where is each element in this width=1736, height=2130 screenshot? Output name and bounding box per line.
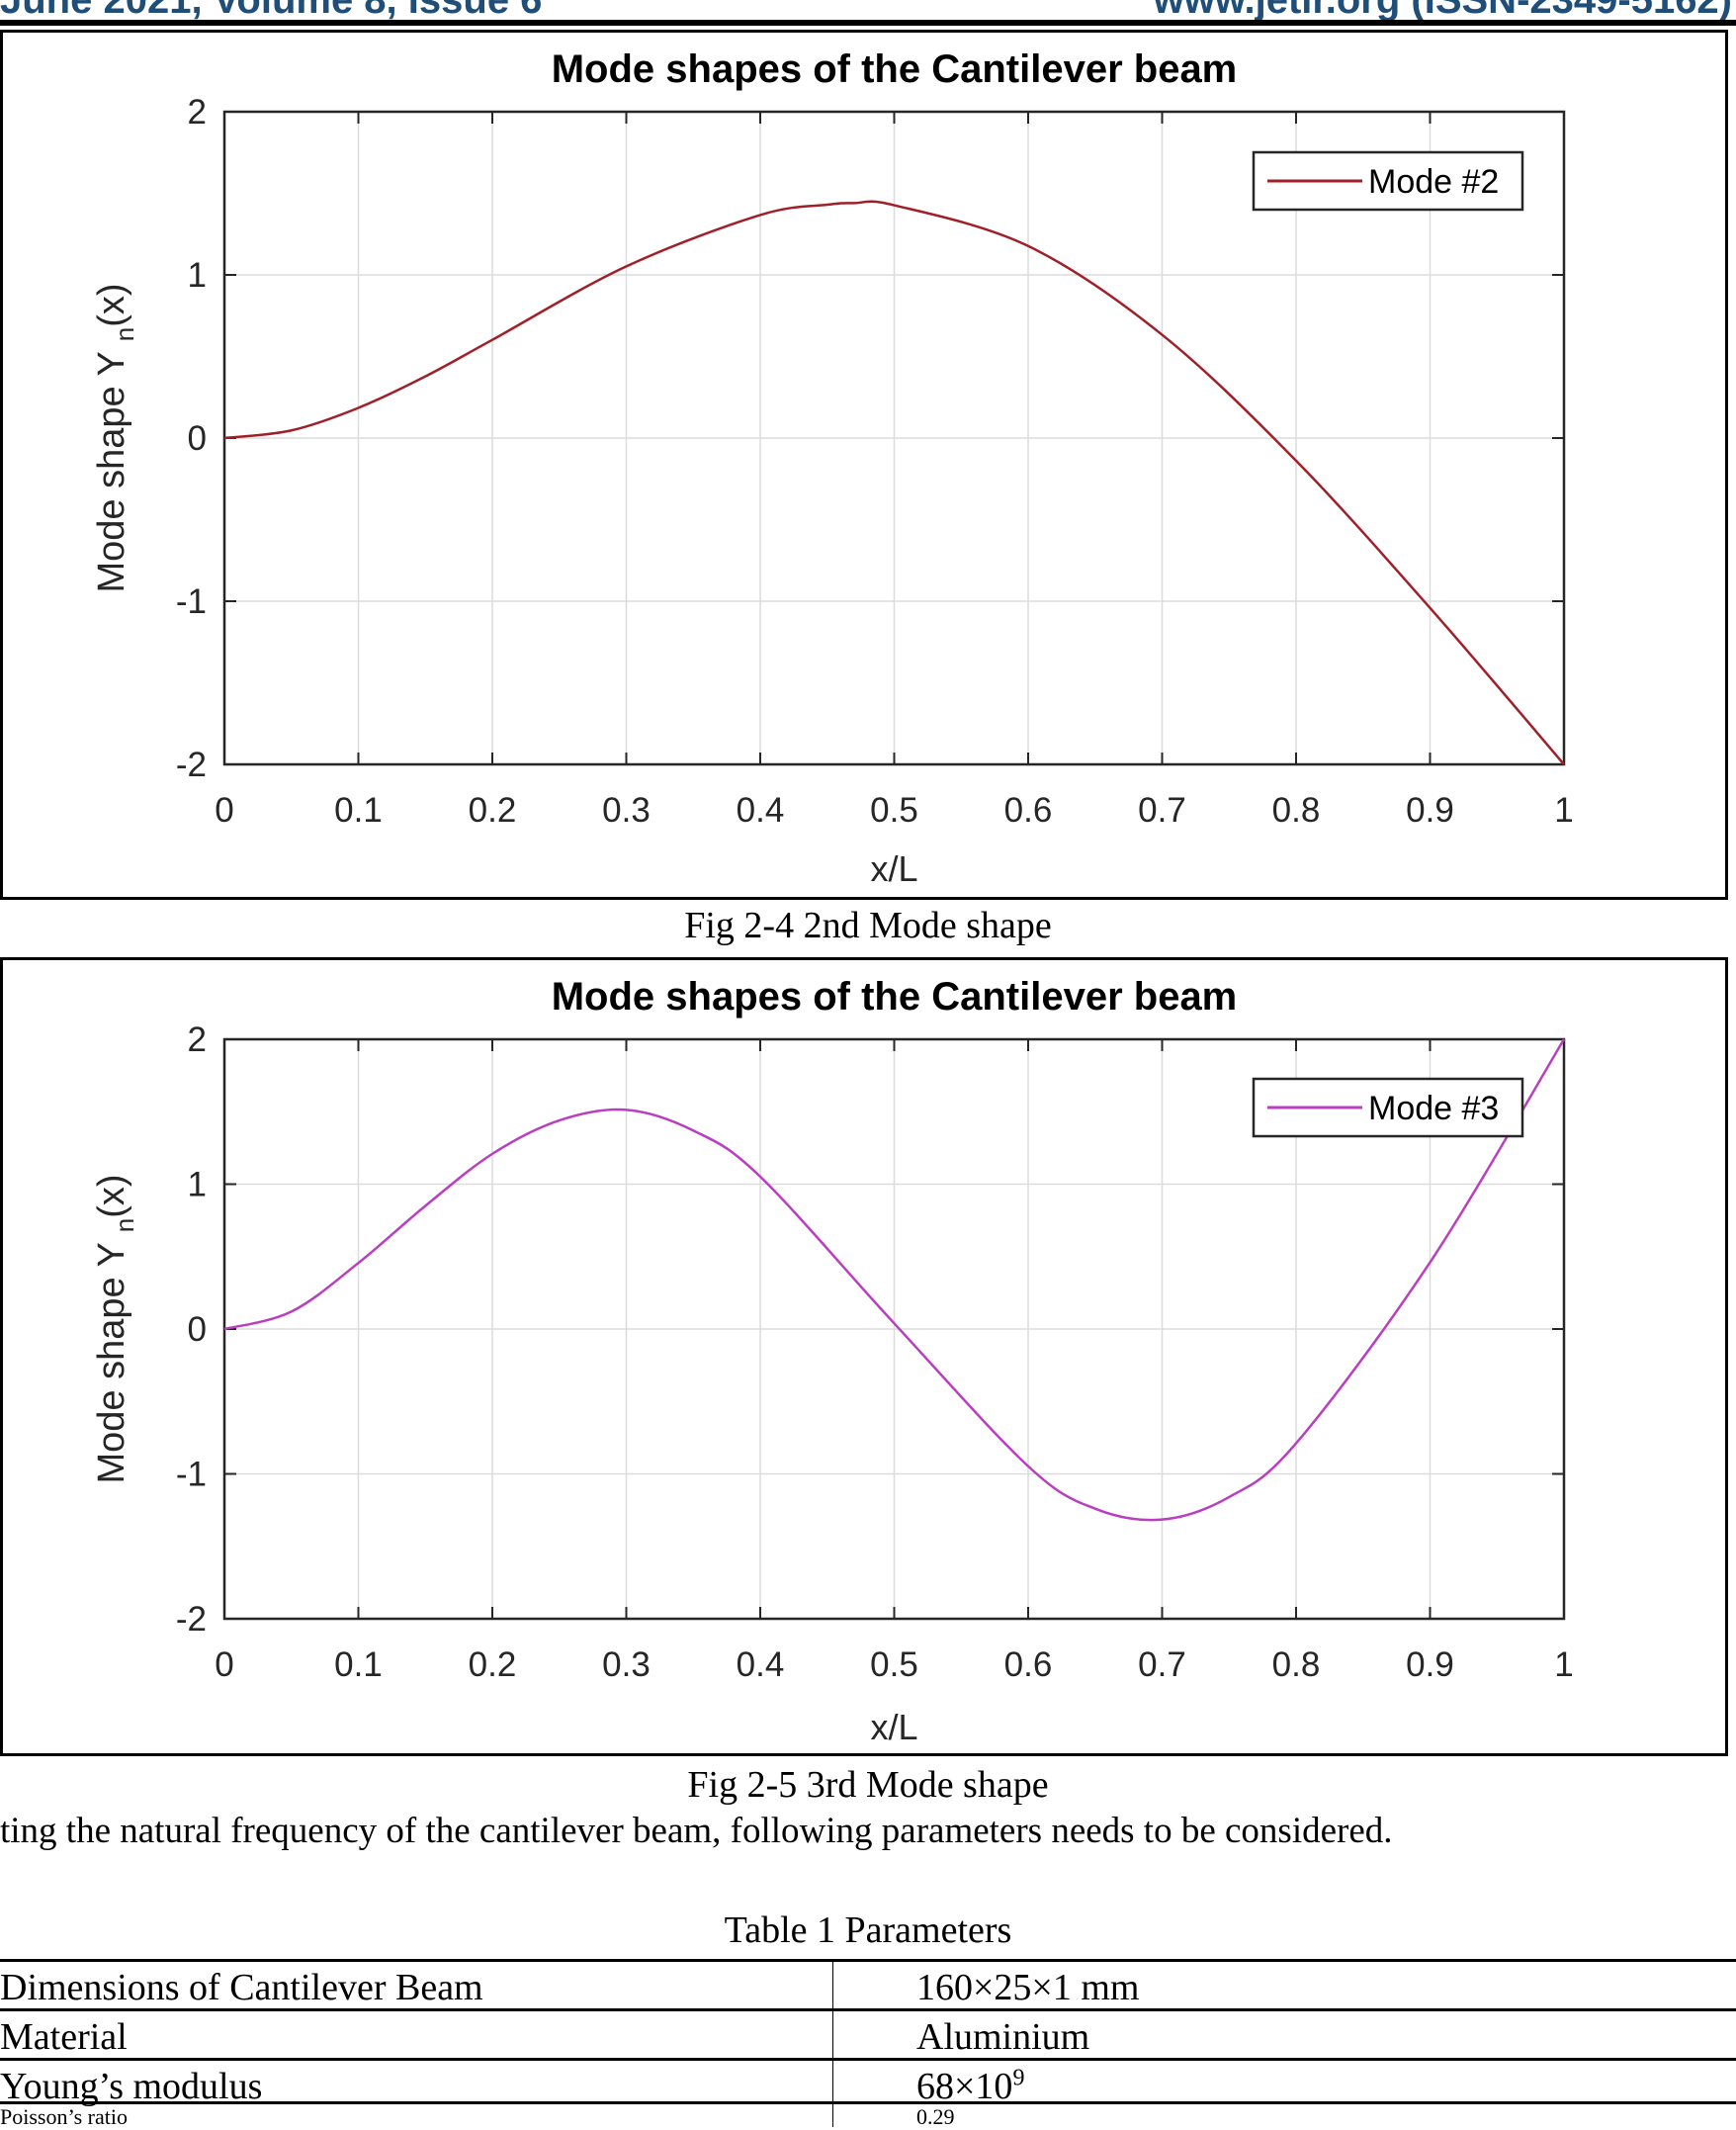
y-axis-label-main: Mode shape Y	[91, 341, 132, 592]
x-tick-label: 1	[1554, 1645, 1573, 1684]
chart-title: Mode shapes of the Cantilever beam	[552, 975, 1238, 1019]
x-tick-label: 0.7	[1138, 791, 1186, 830]
y-axis-label-main: Mode shape Y	[91, 1232, 132, 1483]
x-tick-label: 0.6	[1004, 1645, 1053, 1684]
x-tick-label: 0.3	[602, 791, 651, 830]
x-tick-label: 0.8	[1272, 791, 1321, 830]
y-tick-label: -2	[176, 746, 207, 784]
legend-label: Mode #2	[1368, 163, 1499, 201]
journal-website-header: www.jetir.org (ISSN-2349-5162)	[1153, 0, 1732, 22]
y-axis-label-tail: (x)	[91, 283, 132, 326]
y-tick-label: -2	[176, 1600, 207, 1639]
body-paragraph: ting the natural frequency of the cantil…	[0, 1811, 1393, 1851]
y-axis-label-tail: (x)	[91, 1174, 132, 1217]
figure-caption-2-4: Fig 2-4 2nd Mode shape	[684, 905, 1052, 946]
y-tick-label: -1	[176, 1456, 207, 1494]
y-tick-label: 2	[188, 1021, 207, 1059]
table-title: Table 1 Parameters	[724, 1909, 1012, 1951]
figure-mode-2: 0 0.1 0.2 0.3 0.4 0.5 0.6 0.7 0.8 0.9 1 -2 -1 0 1 2 Mode…	[0, 30, 1728, 900]
header-rule	[0, 20, 1736, 26]
x-tick-label: 1	[1554, 791, 1573, 830]
x-tick-label: 0	[215, 1645, 233, 1684]
x-tick-label: 0.9	[1406, 1645, 1454, 1684]
param-value: 68×109	[916, 2065, 1024, 2108]
mode-2-chart: 0 0.1 0.2 0.3 0.4 0.5 0.6 0.7 0.8 0.9 1 -2 -1 0 1 2 Mode…	[91, 47, 1574, 889]
x-tick-label: 0.4	[737, 1645, 785, 1684]
series-line-mode-2	[223, 200, 1565, 765]
table-row: Young’s modulus 68×109	[0, 2058, 1736, 2107]
table-row: Poisson’s ratio 0.29	[0, 2101, 1736, 2129]
x-tick-label: 0.7	[1138, 1645, 1186, 1684]
x-tick-label: 0.8	[1272, 1645, 1321, 1684]
x-tick-label: 0.3	[602, 1645, 651, 1684]
series-line-mode-3	[223, 1038, 1566, 1522]
x-tick-label: 0	[215, 791, 233, 830]
y-axis-label-subscript: n	[110, 1218, 139, 1232]
x-tick-label: 0.5	[870, 1645, 918, 1684]
y-tick-label: 1	[188, 1166, 207, 1204]
param-value: 0.29	[916, 2104, 955, 2129]
y-axis-label: Mode shape Y n(x)	[91, 283, 139, 592]
param-name: Young’s modulus	[0, 2066, 263, 2107]
param-value: Aluminium	[916, 2016, 1090, 2058]
x-tick-label: 0.1	[334, 1645, 383, 1684]
y-axis-label-subscript: n	[110, 327, 139, 341]
table-row: Material Aluminium	[0, 2008, 1736, 2058]
x-axis-label: x/L	[870, 1707, 917, 1747]
x-tick-label: 0.2	[469, 791, 517, 830]
x-tick-label: 0.9	[1406, 791, 1454, 830]
x-tick-label: 0.1	[334, 791, 383, 830]
y-axis-label: Mode shape Y n(x)	[91, 1174, 139, 1483]
figure-mode-3: 0 0.1 0.2 0.3 0.4 0.5 0.6 0.7 0.8 0.9 1 -2 -1 0 1 2 Mode…	[0, 957, 1728, 1756]
param-value: 160×25×1 mm	[916, 1967, 1140, 2008]
param-name: Material	[0, 2016, 128, 2058]
y-tick-label: 1	[188, 256, 207, 295]
x-tick-label: 0.6	[1004, 791, 1053, 830]
table-row: Dimensions of Cantilever Beam 160×25×1 m…	[0, 1959, 1736, 2008]
column-divider	[832, 1959, 833, 2127]
param-value-exponent: 9	[1012, 2065, 1025, 2091]
chart-title: Mode shapes of the Cantilever beam	[552, 47, 1238, 91]
x-tick-label: 0.2	[469, 1645, 517, 1684]
param-value-base: 68×10	[916, 2066, 1013, 2107]
y-tick-label: 0	[188, 1310, 207, 1349]
x-axis-label: x/L	[870, 848, 917, 889]
mode-3-chart: 0 0.1 0.2 0.3 0.4 0.5 0.6 0.7 0.8 0.9 1 -2 -1 0 1 2 Mode…	[91, 975, 1574, 1747]
y-tick-label: 0	[188, 419, 207, 458]
y-tick-label: 2	[188, 93, 207, 132]
param-name: Poisson’s ratio	[0, 2104, 128, 2129]
journal-issue-header: June 2021, Volume 8, Issue 6	[0, 0, 543, 22]
y-tick-label: -1	[176, 582, 207, 621]
param-name: Dimensions of Cantilever Beam	[0, 1967, 483, 2008]
legend-label: Mode #3	[1368, 1090, 1499, 1127]
figure-caption-2-5: Fig 2-5 3rd Mode shape	[687, 1764, 1049, 1806]
x-tick-label: 0.5	[870, 791, 918, 830]
x-tick-label: 0.4	[737, 791, 785, 830]
